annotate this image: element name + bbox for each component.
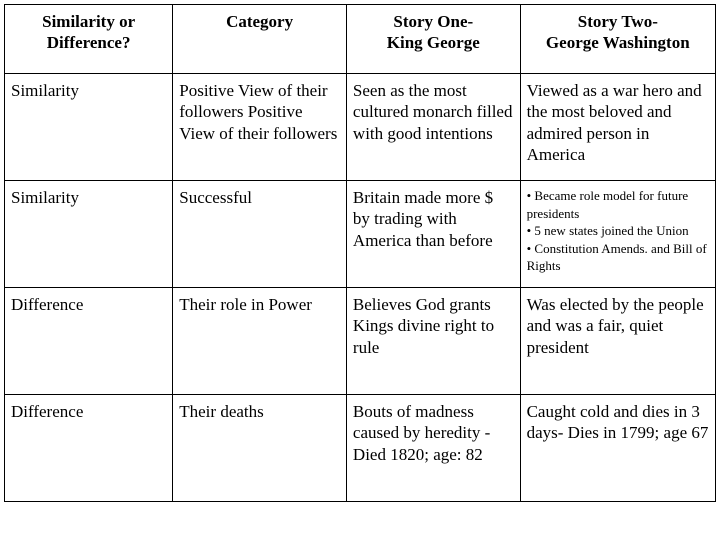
col-header-story-two-bottom: George Washington xyxy=(527,32,709,53)
cell-story-one: Britain made more $ by trading with Amer… xyxy=(346,181,520,288)
cell-type: Difference xyxy=(5,395,173,502)
table-row: Difference Their deaths Bouts of madness… xyxy=(5,395,716,502)
cell-type: Difference xyxy=(5,288,173,395)
cell-story-two: Caught cold and dies in 3 days- Dies in … xyxy=(520,395,715,502)
col-header-story-two-top: Story Two- xyxy=(527,11,709,32)
cell-story-two: Was elected by the people and was a fair… xyxy=(520,288,715,395)
bullet-item: Constitution Amends. and Bill of Rights xyxy=(527,240,709,275)
cell-category: Their deaths xyxy=(173,395,347,502)
bullet-list: Became role model for future presidents … xyxy=(527,187,709,275)
col-header-story-one-bottom: King George xyxy=(353,32,514,53)
bullet-item: 5 new states joined the Union xyxy=(527,222,709,240)
table-header-row: Similarity or Difference? Category Story… xyxy=(5,5,716,74)
bullet-item: Became role model for future presidents xyxy=(527,187,709,222)
cell-story-two: Viewed as a war hero and the most belove… xyxy=(520,74,715,181)
col-header-story-one: Story One- King George xyxy=(346,5,520,74)
col-header-story-one-top: Story One- xyxy=(353,11,514,32)
cell-story-two: Became role model for future presidents … xyxy=(520,181,715,288)
comparison-table: Similarity or Difference? Category Story… xyxy=(4,4,716,502)
cell-type: Similarity xyxy=(5,181,173,288)
table-row: Similarity Successful Britain made more … xyxy=(5,181,716,288)
cell-story-one: Believes God grants Kings divine right t… xyxy=(346,288,520,395)
cell-type: Similarity xyxy=(5,74,173,181)
table-row: Difference Their role in Power Believes … xyxy=(5,288,716,395)
cell-category: Positive View of their followers Positiv… xyxy=(173,74,347,181)
cell-category: Successful xyxy=(173,181,347,288)
cell-category: Their role in Power xyxy=(173,288,347,395)
col-header-similarity-difference: Similarity or Difference? xyxy=(5,5,173,74)
table-row: Similarity Positive View of their follow… xyxy=(5,74,716,181)
col-header-story-two: Story Two- George Washington xyxy=(520,5,715,74)
cell-story-one: Seen as the most cultured monarch filled… xyxy=(346,74,520,181)
col-header-category: Category xyxy=(173,5,347,74)
cell-story-one: Bouts of madness caused by heredity - Di… xyxy=(346,395,520,502)
